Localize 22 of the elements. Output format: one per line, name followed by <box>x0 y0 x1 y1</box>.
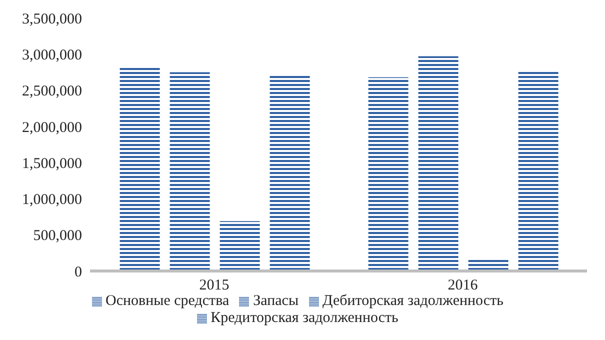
legend-label: Основные средства <box>106 293 230 309</box>
y-tick-label: 3,500,000 <box>22 11 82 28</box>
bar <box>270 75 310 271</box>
legend-label: Кредиторская задолженность <box>210 310 398 326</box>
y-tick-label: 3,000,000 <box>22 47 82 64</box>
bar <box>368 77 408 271</box>
bar <box>120 67 160 271</box>
y-tick-label: 1,000,000 <box>22 192 82 208</box>
y-tick-label: 2,000,000 <box>22 120 82 136</box>
bar <box>468 258 508 271</box>
y-tick-label: 500,000 <box>33 228 82 244</box>
legend-label: Дебиторская задолженность <box>322 293 504 309</box>
x-tick-label: 2016 <box>448 278 478 294</box>
bar <box>220 221 260 271</box>
legend-label: Запасы <box>253 293 299 309</box>
y-tick-label: 1,500,000 <box>22 156 82 172</box>
bar <box>418 56 458 271</box>
y-tick-label: 2,500,000 <box>22 84 82 100</box>
bar <box>170 72 210 271</box>
y-tick-label: 0 <box>74 264 82 280</box>
bar <box>518 70 558 271</box>
x-tick-label: 2015 <box>199 278 230 294</box>
